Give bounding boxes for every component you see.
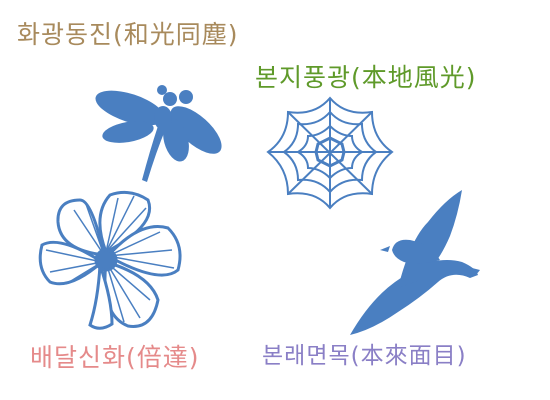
label-baedal-sinhwa: 배달신화(倍達) bbox=[30, 343, 200, 372]
flower-icon bbox=[38, 190, 182, 330]
label-bonji-punggwang: 본지풍광(本地風光) bbox=[255, 63, 477, 92]
spiderweb-icon bbox=[266, 96, 394, 210]
bird-icon bbox=[350, 190, 480, 335]
label-bonrae-myeonmok: 본래면목(本來面目) bbox=[262, 343, 467, 369]
label-hwagwang-dongjin: 화광동진(和光同塵) bbox=[17, 20, 239, 49]
dragonfly-icon bbox=[95, 85, 222, 182]
